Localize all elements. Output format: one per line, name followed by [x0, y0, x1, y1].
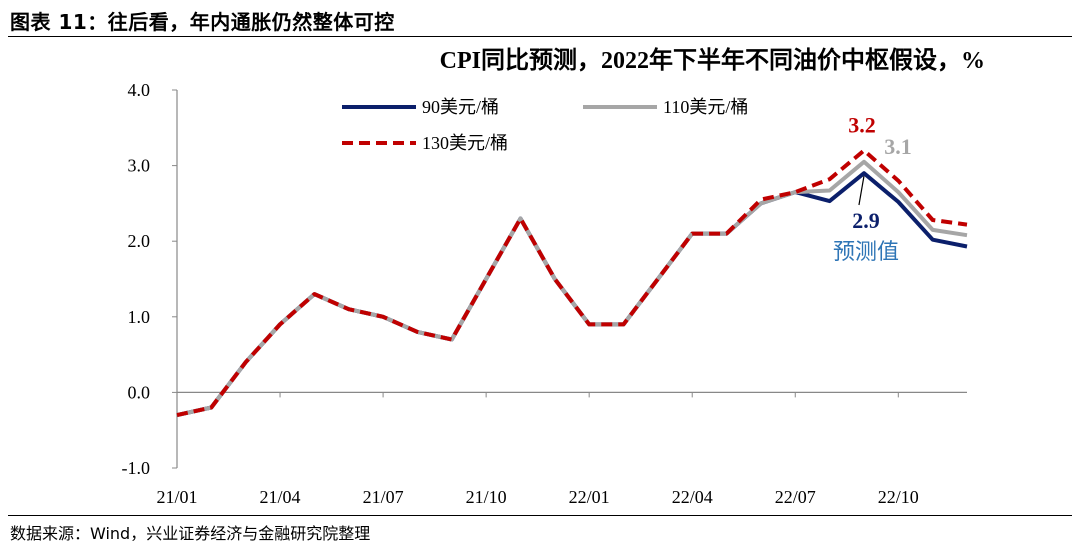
chart-annotations: 3.2 3.1 2.9 预测值: [833, 112, 912, 265]
x-tick-label: 22/04: [672, 487, 713, 507]
y-tick-label: -1.0: [122, 458, 151, 478]
chart-legend: 90美元/桶 110美元/桶 130美元/桶: [342, 97, 748, 153]
x-tick-label: 22/01: [569, 487, 610, 507]
x-tick-label: 21/04: [260, 487, 301, 507]
y-tick-label: 0.0: [128, 382, 151, 402]
series-line-1: [176, 171, 968, 418]
annotation-label-4: 预测值: [833, 240, 899, 265]
annotation-label-2: 3.1: [884, 134, 912, 159]
y-tick-label: 1.0: [128, 307, 151, 327]
x-tick-label: 21/07: [363, 487, 404, 507]
x-tick-label: 21/10: [466, 487, 507, 507]
legend-label-1: 90美元/桶: [422, 97, 499, 117]
chart-title: CPI同比预测，2022年下半年不同油价中枢假设，%: [440, 46, 985, 74]
x-tick-label: 22/10: [878, 487, 919, 507]
bottom-rule: [8, 515, 1072, 516]
source-note: 数据来源：Wind，兴业证券经济与金融研究院整理: [10, 524, 371, 543]
top-rule: [8, 36, 1072, 37]
series-line-3: [176, 148, 968, 418]
legend-label-3: 130美元/桶: [422, 133, 508, 153]
annotation-label-1: 3.2: [848, 112, 876, 137]
x-tick-label: 21/01: [156, 487, 197, 507]
series-lines: [176, 148, 968, 418]
y-tick-label: 2.0: [128, 231, 151, 251]
y-tick-label: 4.0: [128, 80, 151, 100]
cpi-forecast-chart: CPI同比预测，2022年下半年不同油价中枢假设，% 4.0 3.0 2.0 1.0 0…: [122, 46, 986, 507]
x-tick-label: 22/07: [775, 487, 816, 507]
figure-title: 图表 11：往后看，年内通胀仍然整体可控: [10, 10, 395, 34]
chart-axes: 4.0 3.0 2.0 1.0 0.0 -1.021/01 21/04 21/07 21/10 2…: [122, 80, 967, 507]
legend-label-2: 110美元/桶: [663, 97, 748, 117]
series-line-2: [176, 159, 968, 418]
annotation-leader: [858, 176, 865, 206]
annotation-label-3: 2.9: [852, 208, 880, 233]
y-tick-label: 3.0: [128, 156, 151, 176]
